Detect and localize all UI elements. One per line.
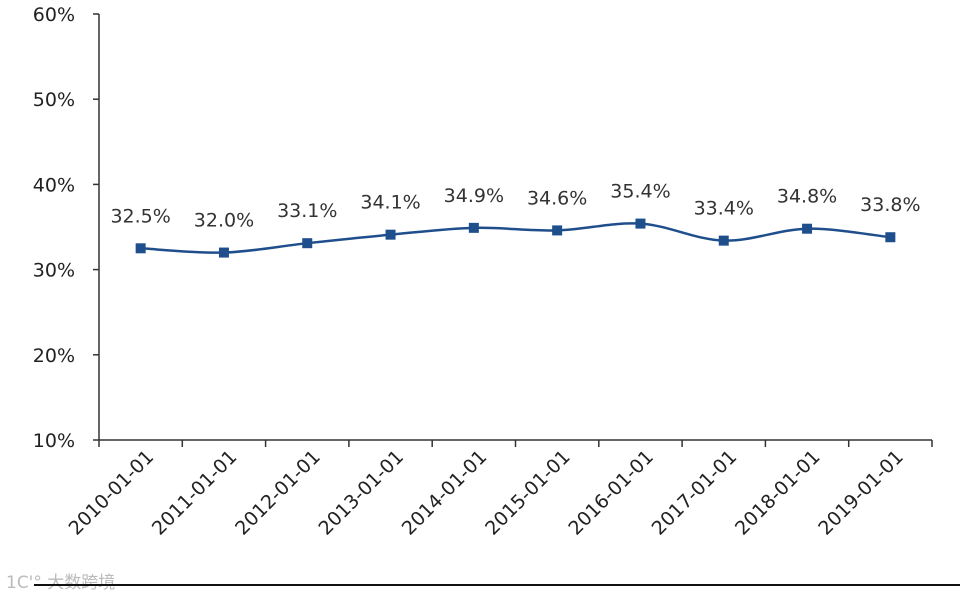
x-tick-label: 2012-01-01 xyxy=(231,446,325,540)
data-point-marker xyxy=(218,247,229,258)
data-label: 35.4% xyxy=(610,181,670,203)
x-tick-label: 2017-01-01 xyxy=(648,446,742,540)
data-point-marker xyxy=(552,225,563,236)
data-point-marker xyxy=(135,243,146,254)
x-tick-label: 2015-01-01 xyxy=(481,446,575,540)
data-label: 34.8% xyxy=(777,186,837,208)
data-point-marker xyxy=(802,223,813,234)
y-tick-label: 40% xyxy=(33,174,75,196)
data-point-marker xyxy=(385,229,396,240)
data-label: 32.0% xyxy=(194,210,254,232)
x-tick-label: 2011-01-01 xyxy=(148,446,242,540)
data-label: 34.1% xyxy=(360,192,420,214)
y-tick-label: 20% xyxy=(33,345,75,367)
x-tick-label: 2019-01-01 xyxy=(814,446,908,540)
y-tick-label: 50% xyxy=(33,89,75,111)
series-markers xyxy=(135,218,896,258)
data-point-marker xyxy=(635,218,646,229)
x-tick-label: 2010-01-01 xyxy=(65,446,159,540)
y-tick-label: 60% xyxy=(33,4,75,26)
data-point-marker xyxy=(468,222,479,233)
y-tick-label: 10% xyxy=(33,430,75,452)
y-tick-label: 30% xyxy=(33,260,75,282)
watermark: 1C'° 大数跨境 xyxy=(6,573,116,593)
data-label: 34.9% xyxy=(444,185,504,207)
series-line xyxy=(140,222,891,254)
data-label: 33.4% xyxy=(694,198,754,220)
data-label: 34.6% xyxy=(527,187,587,209)
data-label: 33.8% xyxy=(860,194,920,216)
x-axis-ticks: 2010-01-012011-01-012012-01-012013-01-01… xyxy=(65,440,933,540)
data-label: 32.5% xyxy=(110,205,170,227)
data-label: 33.1% xyxy=(277,200,337,222)
bottom-rule xyxy=(34,584,960,586)
x-tick-label: 2013-01-01 xyxy=(314,446,408,540)
x-tick-label: 2016-01-01 xyxy=(564,446,658,540)
data-point-marker xyxy=(885,232,896,243)
x-tick-label: 2018-01-01 xyxy=(731,446,825,540)
y-axis-ticks: 10% 20% 30% 40% 50% 60% xyxy=(33,4,99,452)
data-point-marker xyxy=(302,238,313,249)
x-tick-label: 2014-01-01 xyxy=(398,446,492,540)
data-point-marker xyxy=(718,235,729,246)
data-labels: 32.5% 32.0% 33.1% 34.1% 34.9% 34.6% 35.4% 33.4%… xyxy=(110,181,920,232)
